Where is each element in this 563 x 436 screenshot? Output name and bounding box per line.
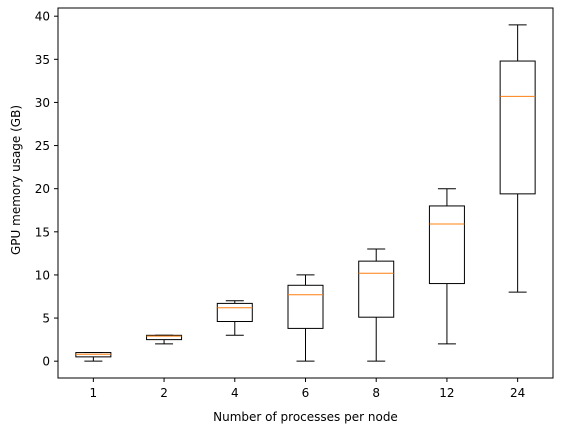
box-group-6 (287, 274, 324, 362)
x-tick-label: 8 (372, 386, 380, 400)
y-tick-label: 10 (35, 268, 50, 282)
x-axis-label: Number of processes per node (213, 410, 398, 424)
box-group-2 (146, 334, 183, 345)
box-group-4 (216, 300, 253, 336)
x-tick-label: 2 (160, 386, 168, 400)
y-tick-label: 15 (35, 225, 50, 239)
y-axis-label: GPU memory usage (GB) (9, 105, 23, 255)
iqr-box (146, 334, 183, 341)
box-group-8 (358, 248, 395, 362)
x-tick-label: 12 (439, 386, 454, 400)
iqr-box (287, 284, 324, 329)
plot-marks (75, 24, 536, 362)
x-tick-label: 6 (302, 386, 310, 400)
box-group-1 (75, 352, 112, 362)
box-group-12 (428, 188, 465, 345)
y-tick-label: 25 (35, 139, 50, 153)
y-tick-label: 30 (35, 96, 50, 110)
y-tick-label: 5 (42, 312, 50, 326)
x-tick-label: 4 (231, 386, 239, 400)
iqr-box (358, 260, 395, 318)
y-tick-label: 20 (35, 182, 50, 196)
iqr-box (499, 60, 536, 195)
box-group-24 (499, 24, 536, 293)
iqr-box (216, 302, 253, 323)
y-tick-label: 0 (42, 355, 50, 369)
axes-frame (57, 7, 554, 379)
y-tick-label: 40 (35, 10, 50, 24)
iqr-box (428, 205, 465, 285)
y-tick-label: 35 (35, 53, 50, 67)
x-tick-label: 1 (90, 386, 98, 400)
x-tick-label: 24 (510, 386, 525, 400)
